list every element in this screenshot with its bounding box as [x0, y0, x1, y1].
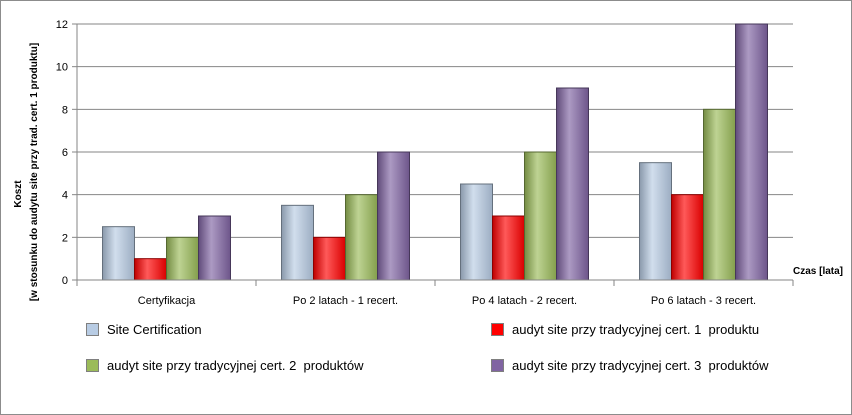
- bar: [166, 236, 199, 281]
- x-tick-label: Po 4 latach - 2 recert.: [472, 295, 577, 307]
- legend-item-1-produkt: audyt site przy tradycyjnej cert. 1 prod…: [491, 322, 759, 337]
- legend-label-3-produkty: audyt site przy tradycyjnej cert. 3 prod…: [512, 358, 769, 373]
- bar: [492, 215, 525, 281]
- y-tick-label: 12: [56, 19, 68, 31]
- legend-item-site-certification: Site Certification: [86, 322, 202, 337]
- bar: [556, 87, 589, 281]
- legend-label-site-certification: Site Certification: [107, 322, 202, 337]
- legend-item-3-produkty: audyt site przy tradycyjnej cert. 3 prod…: [491, 358, 769, 373]
- bar: [134, 258, 167, 281]
- bar: [460, 183, 493, 281]
- legend-swatch-3-produkty: [491, 359, 504, 372]
- y-tick-label: 6: [62, 147, 68, 159]
- y-tick-label: 4: [62, 190, 68, 202]
- bar: [377, 151, 410, 281]
- bar: [735, 23, 768, 281]
- x-tick-label: Po 2 latach - 1 recert.: [293, 295, 398, 307]
- legend-swatch-1-produkt: [491, 323, 504, 336]
- bar: [313, 236, 346, 281]
- bar: [639, 162, 672, 281]
- bar: [281, 204, 314, 281]
- legend-label-2-produkty: audyt site przy tradycyjnej cert. 2 prod…: [107, 358, 364, 373]
- bar: [671, 194, 704, 281]
- legend-label-1-produkt: audyt site przy tradycyjnej cert. 1 prod…: [512, 322, 760, 337]
- legend-swatch-site-certification: [86, 323, 99, 336]
- y-tick-label: 2: [62, 232, 68, 244]
- bar: [703, 108, 736, 281]
- x-axis-label: Czas [lata]: [793, 266, 843, 277]
- legend-item-2-produkty: audyt site przy tradycyjnej cert. 2 prod…: [86, 358, 364, 373]
- legend-swatch-2-produkty: [86, 359, 99, 372]
- bar: [524, 151, 557, 281]
- bar: [102, 226, 135, 281]
- x-tick-label: Po 6 latach - 3 recert.: [651, 295, 756, 307]
- x-tick-label: Certyfikacja: [138, 295, 196, 307]
- y-axis-label-line1: Koszt: [13, 180, 24, 208]
- y-tick-label: 8: [62, 104, 68, 116]
- bar: [198, 215, 231, 281]
- y-tick-label: 0: [62, 275, 68, 287]
- tick-labels: 0 2 4 6 8 10 12 Certyfikacja Po 2 latach - 1 rec…: [56, 19, 756, 307]
- bar: [345, 194, 378, 281]
- y-axis-label-line2: [w stosunku do audytu site przy trad. ce…: [29, 43, 40, 301]
- bars: [77, 23, 793, 281]
- y-tick-label: 10: [56, 62, 68, 74]
